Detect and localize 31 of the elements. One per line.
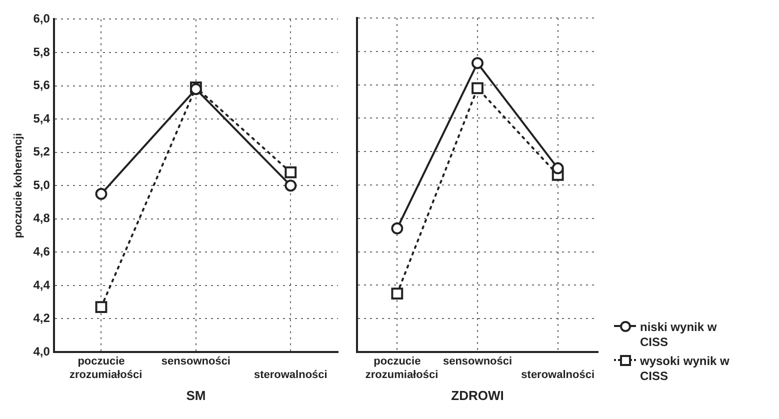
y-tick-label: 5,8	[33, 44, 50, 59]
y-axis-title: poczucie koherencji	[12, 133, 25, 238]
x-axis-title: SM	[186, 388, 206, 403]
x-tick-label: sterowalności	[254, 368, 328, 381]
x-tick-label: poczucie zrozumiałości	[60, 356, 142, 381]
x-tick-label: poczucie zrozumiałości	[356, 356, 438, 381]
x-axis-title: ZDROWI	[451, 388, 504, 403]
y-tick-label: 4,8	[33, 211, 50, 226]
point	[391, 288, 404, 300]
x-tick-label: sensowności	[442, 356, 512, 368]
point	[95, 188, 108, 200]
legend-label: niski wynik w CISS	[640, 320, 718, 350]
y-tick-label: 4,6	[33, 244, 50, 258]
point	[95, 301, 108, 314]
x-tick-label: sterowalności	[521, 368, 595, 381]
y-tick-label: 4,2	[33, 311, 50, 326]
point	[472, 82, 484, 94]
point	[472, 57, 484, 70]
y-tick-label: 5,6	[33, 78, 50, 92]
point	[552, 162, 564, 174]
x-tick-label: sensowności	[161, 356, 230, 368]
point	[391, 222, 404, 234]
y-tick-label: 5,0	[33, 178, 50, 192]
y-tick-label: 4,0	[33, 344, 50, 358]
y-tick-label: 6,0	[33, 12, 50, 26]
legend-label: wysoki wynik w CISS	[640, 354, 730, 384]
point	[284, 180, 297, 192]
y-tick-label: 5,2	[33, 144, 50, 159]
point	[284, 166, 297, 178]
y-tick-label: 5,4	[33, 111, 50, 126]
y-tick-label: 4,4	[33, 278, 50, 292]
